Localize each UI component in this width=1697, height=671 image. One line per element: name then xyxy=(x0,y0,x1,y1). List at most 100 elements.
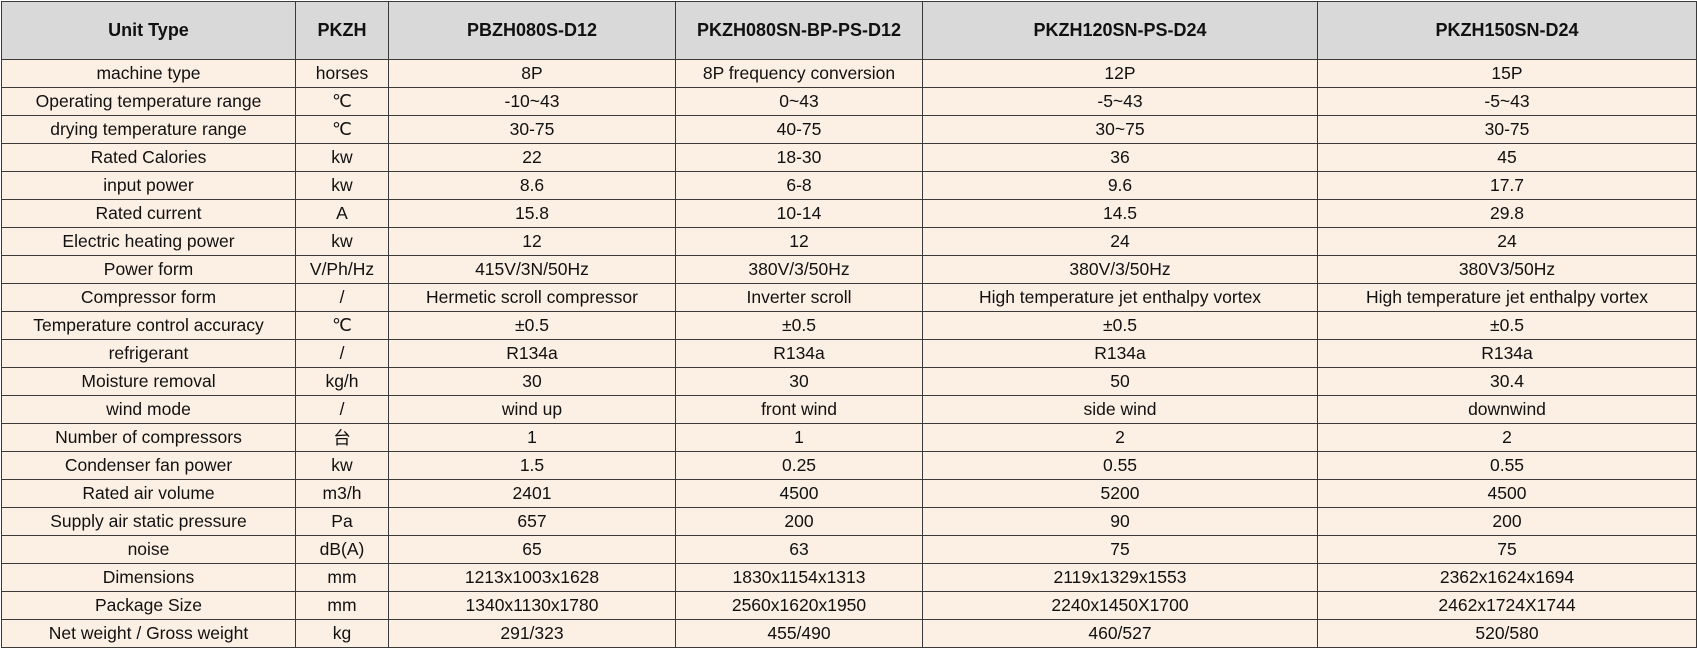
table-cell: / xyxy=(295,395,389,424)
table-cell: 415V/3N/50Hz xyxy=(388,255,676,284)
table-cell: A xyxy=(295,199,389,228)
header-cell: PKZH150SN-D24 xyxy=(1317,1,1697,60)
table-row: Dimensions mm 1213x1003x1628 1830x1154x1313… xyxy=(1,563,1697,592)
table-cell: 24 xyxy=(922,227,1318,256)
table-cell: 8.6 xyxy=(388,171,676,200)
table-cell: High temperature jet enthalpy vortex xyxy=(922,283,1318,312)
table-row: Power form V/Ph/Hz 415V/3N/50Hz 380V/3/50Hz… xyxy=(1,255,1697,284)
row-label: Condenser fan power xyxy=(1,451,296,480)
table-row: Rated Calories kw 22 18-30 36 45 xyxy=(1,143,1697,172)
table-cell: 14.5 xyxy=(922,199,1318,228)
table-cell: 30~75 xyxy=(922,115,1318,144)
table-cell: R134a xyxy=(388,339,676,368)
table-cell: 90 xyxy=(922,507,1318,536)
table-cell: 6-8 xyxy=(675,171,923,200)
table-cell: 1340x1130x1780 xyxy=(388,591,676,620)
row-label: noise xyxy=(1,535,296,564)
table-cell: 30-75 xyxy=(1317,115,1697,144)
table-cell: 2119x1329x1553 xyxy=(922,563,1318,592)
table-row: noise dB(A) 65 63 75 75 xyxy=(1,535,1697,564)
table-cell: 0.25 xyxy=(675,451,923,480)
table-cell: 0~43 xyxy=(675,87,923,116)
table-cell: 380V/3/50Hz xyxy=(675,255,923,284)
table-cell: 520/580 xyxy=(1317,619,1697,648)
table-cell: m3/h xyxy=(295,479,389,508)
table-cell: front wind xyxy=(675,395,923,424)
table-cell: 455/490 xyxy=(675,619,923,648)
table-row: refrigerant / R134a R134a R134a R134a xyxy=(1,339,1697,368)
row-label: Dimensions xyxy=(1,563,296,592)
table-cell: 1 xyxy=(388,423,676,452)
row-label: Net weight / Gross weight xyxy=(1,619,296,648)
table-cell: 8P frequency conversion xyxy=(675,59,923,88)
table-cell: R134a xyxy=(922,339,1318,368)
table-cell: 2462x1724X1744 xyxy=(1317,591,1697,620)
header-row: Unit Type PKZH PBZH080S-D12 PKZH080SN-BP-PS… xyxy=(1,1,1697,60)
table-cell: kw xyxy=(295,171,389,200)
table-row: drying temperature range ℃ 30-75 40-75 30~75… xyxy=(1,115,1697,144)
table-cell: 380V/3/50Hz xyxy=(922,255,1318,284)
table-cell: horses xyxy=(295,59,389,88)
table-row: Number of compressors 台 1 1 2 2 xyxy=(1,423,1697,452)
table-cell: 22 xyxy=(388,143,676,172)
table-cell: 0.55 xyxy=(922,451,1318,480)
table-cell: side wind xyxy=(922,395,1318,424)
table-cell: 63 xyxy=(675,535,923,564)
table-cell: 24 xyxy=(1317,227,1697,256)
table-cell: downwind xyxy=(1317,395,1697,424)
table-cell: 1830x1154x1313 xyxy=(675,563,923,592)
row-label: Moisture removal xyxy=(1,367,296,396)
row-label: Rated current xyxy=(1,199,296,228)
table-row: input power kw 8.6 6-8 9.6 17.7 xyxy=(1,171,1697,200)
table-row: Supply air static pressure Pa 657 200 90 200 xyxy=(1,507,1697,536)
table-cell: Hermetic scroll compressor xyxy=(388,283,676,312)
table-cell: -10~43 xyxy=(388,87,676,116)
table-cell: / xyxy=(295,283,389,312)
table-cell: 2401 xyxy=(388,479,676,508)
table-cell: ±0.5 xyxy=(388,311,676,340)
table-cell: 40-75 xyxy=(675,115,923,144)
table-cell: 1 xyxy=(675,423,923,452)
table-row: Rated current A 15.8 10-14 14.5 29.8 xyxy=(1,199,1697,228)
table-cell: ℃ xyxy=(295,87,389,116)
row-label: Compressor form xyxy=(1,283,296,312)
table-cell: kw xyxy=(295,227,389,256)
table-row: Net weight / Gross weight kg 291/323 455/49… xyxy=(1,619,1697,648)
table-cell: ±0.5 xyxy=(1317,311,1697,340)
table-cell: 657 xyxy=(388,507,676,536)
row-label: machine type xyxy=(1,59,296,88)
table-cell: V/Ph/Hz xyxy=(295,255,389,284)
table-cell: -5~43 xyxy=(922,87,1318,116)
table-cell: dB(A) xyxy=(295,535,389,564)
table-cell: 12P xyxy=(922,59,1318,88)
table-cell: kw xyxy=(295,451,389,480)
table-cell: 2362x1624x1694 xyxy=(1317,563,1697,592)
table-cell: mm xyxy=(295,563,389,592)
row-label: drying temperature range xyxy=(1,115,296,144)
row-label: Power form xyxy=(1,255,296,284)
table-row: Compressor form / Hermetic scroll compress… xyxy=(1,283,1697,312)
table-cell: 65 xyxy=(388,535,676,564)
table-cell: 460/527 xyxy=(922,619,1318,648)
row-label: Operating temperature range xyxy=(1,87,296,116)
table-cell: 2 xyxy=(922,423,1318,452)
table-cell: 50 xyxy=(922,367,1318,396)
table-cell: R134a xyxy=(1317,339,1697,368)
table-cell: 0.55 xyxy=(1317,451,1697,480)
table-cell: 17.7 xyxy=(1317,171,1697,200)
table-cell: 2 xyxy=(1317,423,1697,452)
table-cell: 台 xyxy=(295,423,389,452)
table-cell: 36 xyxy=(922,143,1318,172)
table-row: Condenser fan power kw 1.5 0.25 0.55 0.55 xyxy=(1,451,1697,480)
table-cell: ℃ xyxy=(295,311,389,340)
table-cell: 5200 xyxy=(922,479,1318,508)
table-cell: 29.8 xyxy=(1317,199,1697,228)
row-label: Rated air volume xyxy=(1,479,296,508)
table-row: Rated air volume m3/h 2401 4500 5200 4500 xyxy=(1,479,1697,508)
table-cell: 8P xyxy=(388,59,676,88)
table-cell: 12 xyxy=(388,227,676,256)
table-cell: 45 xyxy=(1317,143,1697,172)
row-label: Number of compressors xyxy=(1,423,296,452)
row-label: Supply air static pressure xyxy=(1,507,296,536)
